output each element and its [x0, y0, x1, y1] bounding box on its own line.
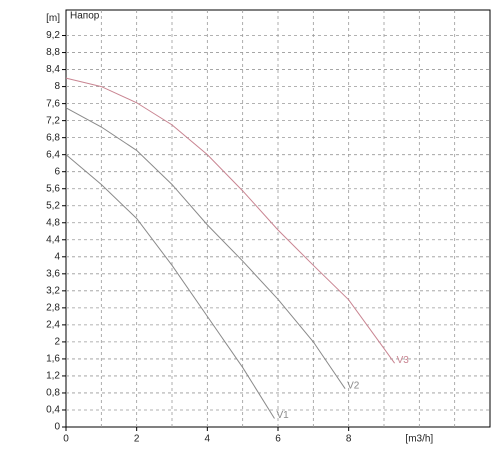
y-tick-label: 8 — [54, 81, 60, 92]
y-tick-label: 4,4 — [46, 234, 60, 245]
y-tick-label: 2,8 — [46, 302, 60, 313]
y-tick-label: 6,4 — [46, 149, 60, 160]
x-tick-label: 2 — [134, 434, 140, 445]
y-tick-label: 1,6 — [46, 354, 60, 365]
chart-title: Напор — [70, 11, 100, 22]
curve — [65, 77, 396, 364]
y-tick-label: 3,2 — [46, 285, 60, 296]
y-tick-label: 8,4 — [46, 64, 60, 75]
y-tick-label: 0,4 — [46, 405, 60, 416]
y-tick-label: 5,6 — [46, 183, 60, 194]
y-tick-label: 8,8 — [46, 47, 60, 58]
y-tick-label: 5,2 — [46, 200, 60, 211]
x-tick-label: 6 — [275, 434, 281, 445]
x-tick-label: 0 — [63, 434, 69, 445]
curve — [65, 154, 275, 419]
y-tick-label: 4,8 — [46, 217, 60, 228]
y-tick-label: 0 — [54, 422, 60, 433]
x-tick-label: 8 — [346, 434, 352, 445]
series-label: V1 — [276, 410, 289, 421]
y-tick-label: 1,2 — [46, 371, 60, 382]
y-tick-label: 3,6 — [46, 268, 60, 279]
x-tick-label: 4 — [205, 434, 211, 445]
y-tick-label: 6 — [54, 166, 60, 177]
y-tick-label: 6,8 — [46, 132, 60, 143]
y-tick-label: 0,8 — [46, 388, 60, 399]
y-tick-label: 2 — [54, 337, 60, 348]
x-axis-label: [m3/h] — [405, 434, 433, 445]
y-tick-label: 7,2 — [46, 115, 60, 126]
y-tick-label: 4 — [54, 251, 60, 262]
y-tick-label: 9,2 — [46, 30, 60, 41]
y-tick-label: 2,4 — [46, 320, 60, 331]
y-axis-label: [m] — [46, 13, 60, 24]
y-tick-label: 7,6 — [46, 98, 60, 109]
series-label: V3 — [397, 355, 410, 366]
series-label: V2 — [347, 380, 360, 391]
curve — [65, 107, 346, 389]
